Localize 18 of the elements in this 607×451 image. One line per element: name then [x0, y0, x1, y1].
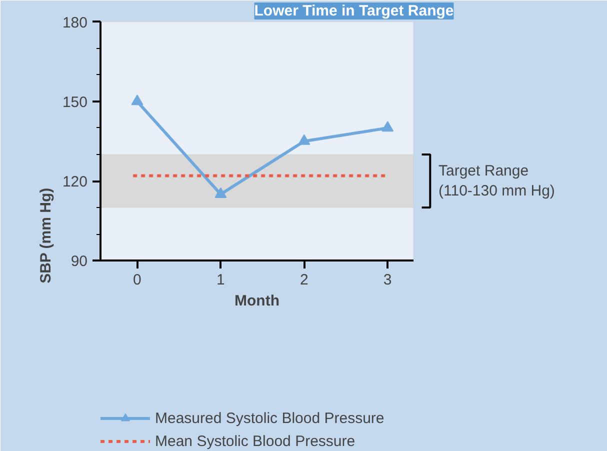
chart-title: Lower Time in Target Range: [254, 2, 454, 20]
y-tick-label: 150: [62, 94, 88, 111]
point: [382, 121, 394, 132]
x-tick-label: 1: [216, 272, 225, 289]
y-tick-label: 120: [62, 174, 88, 191]
x-tick-label: 3: [383, 272, 392, 289]
x-tick-label: 0: [133, 272, 142, 289]
x-axis-title: Month: [234, 292, 280, 310]
x-tick-label: 2: [300, 272, 308, 289]
point: [214, 187, 227, 198]
y-axis-title: SBP (mm Hg): [37, 188, 54, 284]
y-tick-label: 90: [70, 253, 88, 270]
point: [131, 94, 144, 106]
legend-label: Measured Systolic Blood Pressure: [155, 410, 384, 426]
band-label: Target Range (110-130 mm Hg): [438, 162, 555, 200]
legend-label: Mean Systolic Blood Pressure: [155, 432, 356, 450]
point: [298, 134, 310, 145]
y-tick-label: 180: [62, 14, 88, 32]
